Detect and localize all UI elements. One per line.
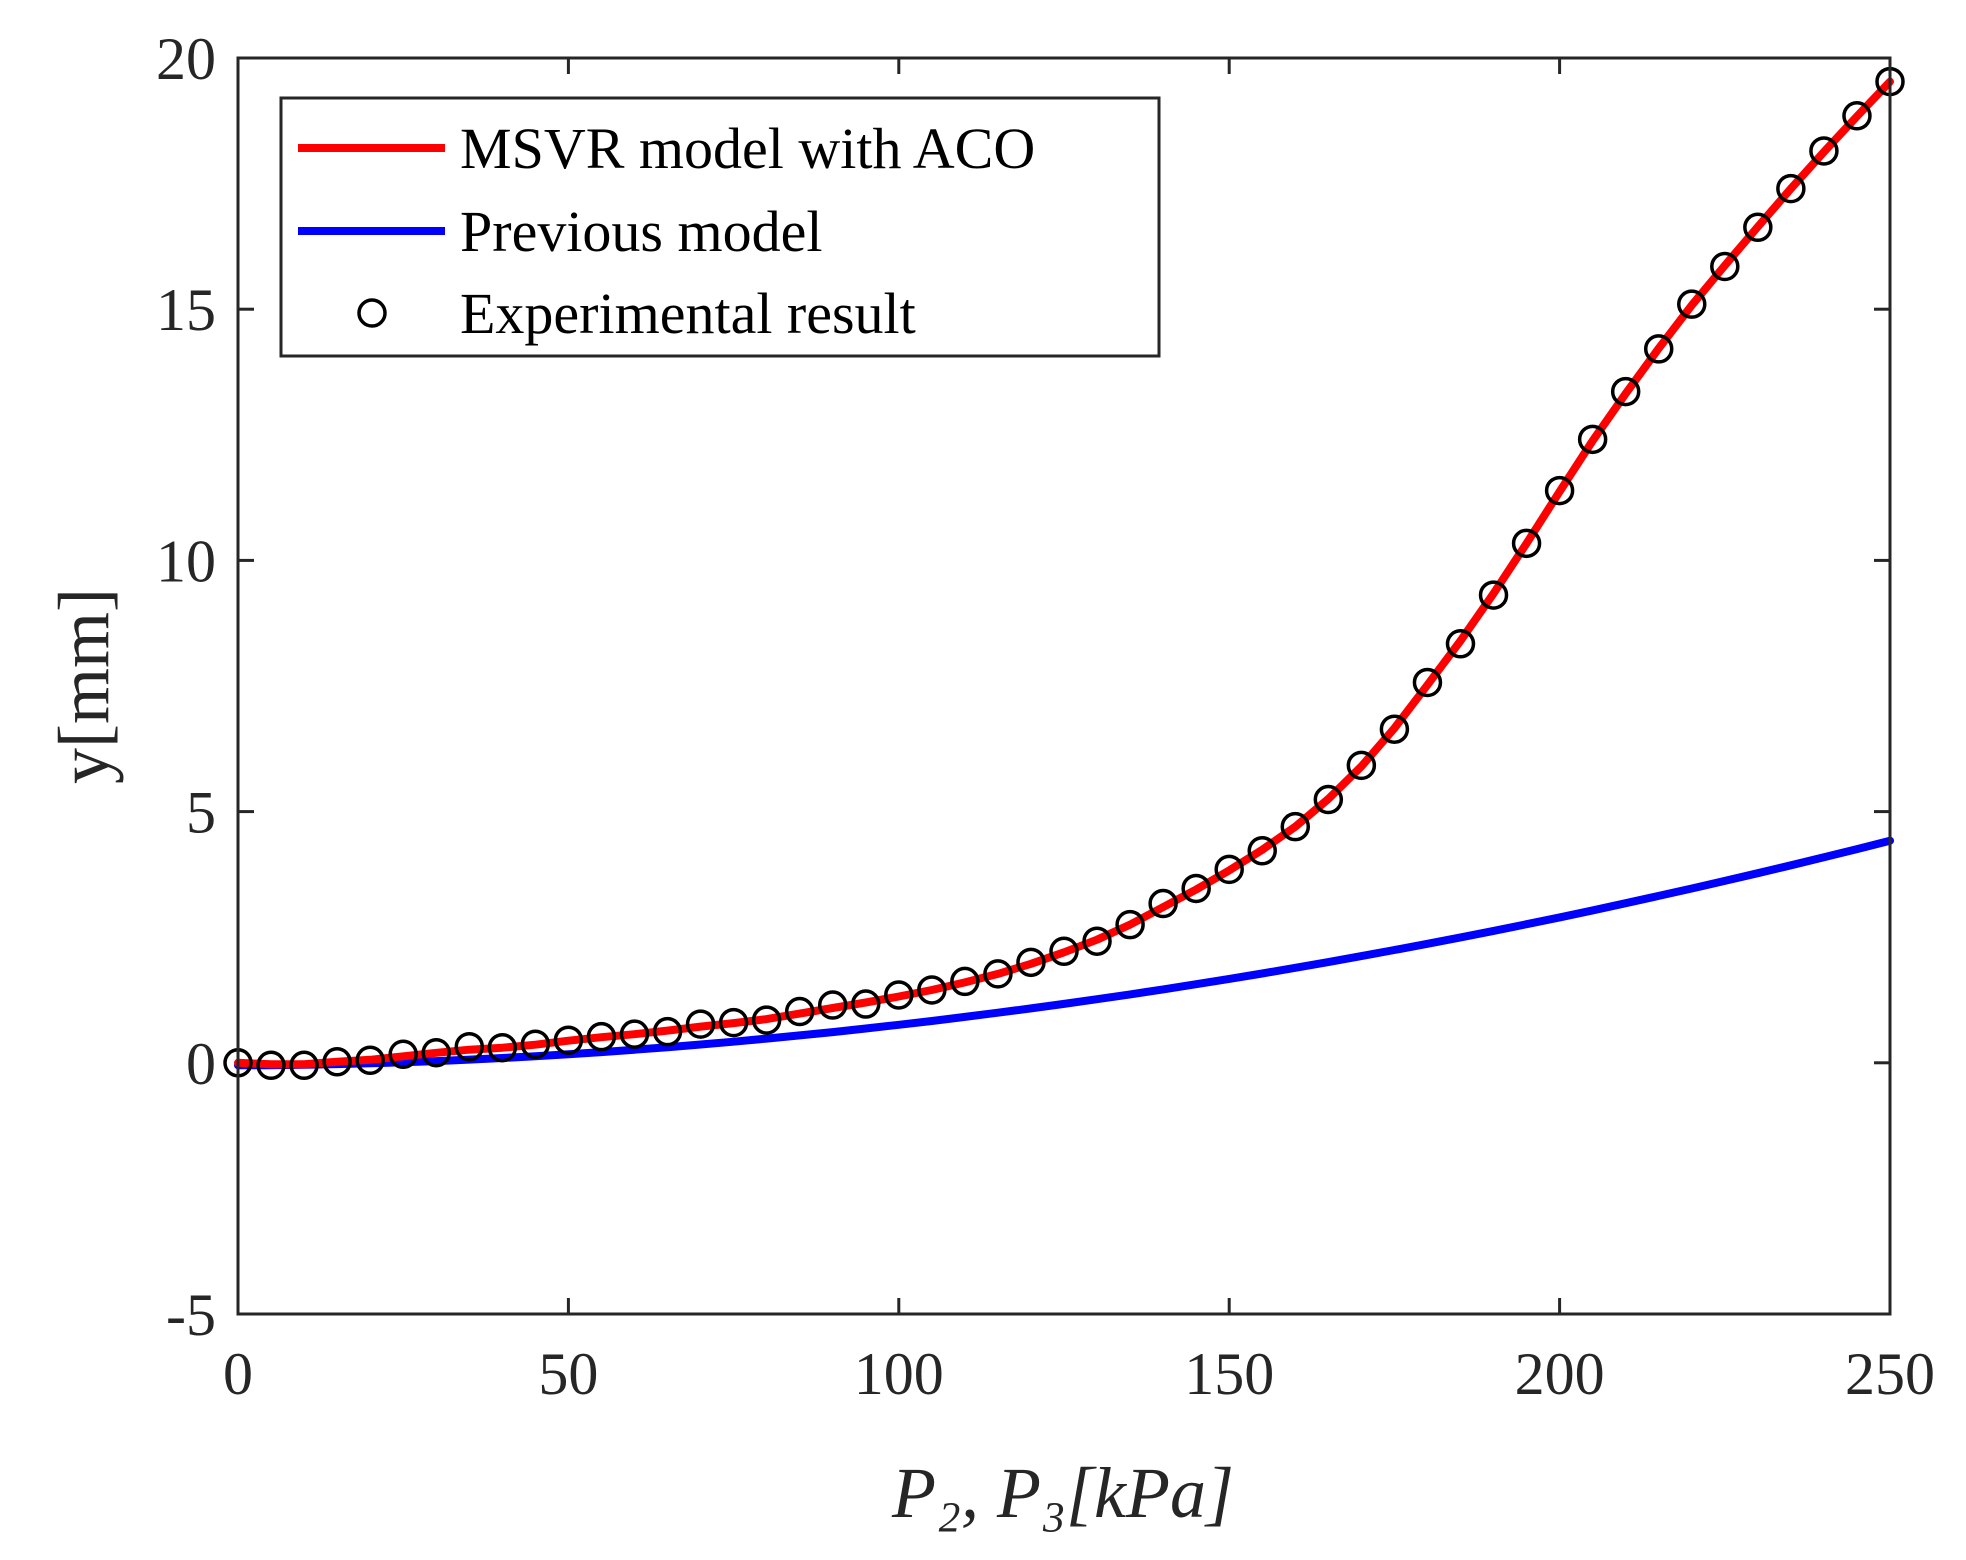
experimental-point [685, 1009, 716, 1039]
experimental-point [1148, 888, 1178, 919]
experimental-point [1643, 334, 1674, 364]
experimental-point [1511, 528, 1542, 559]
experimental-point [1181, 873, 1211, 904]
experimental-point [1247, 836, 1277, 866]
msvr-model-line [234, 77, 1894, 1069]
experimental-point [1214, 854, 1244, 885]
experimental-point [1115, 909, 1145, 940]
experimental-point [1776, 173, 1806, 204]
series-layer [223, 66, 1905, 1081]
experimental-point [1049, 936, 1079, 967]
y-tick-label: 0 [186, 1031, 216, 1097]
x-tick-label: 200 [1515, 1341, 1605, 1407]
experimental-point [1016, 947, 1046, 978]
legend-label-previous: Previous model [460, 199, 822, 264]
experimental-point [1379, 714, 1410, 744]
experimental-point [1577, 424, 1608, 455]
x-tick-label: 100 [854, 1341, 944, 1407]
experimental-point [520, 1029, 551, 1059]
experimental-point [1842, 101, 1872, 131]
experimental-point [950, 966, 980, 997]
experimental-point [652, 1016, 683, 1047]
legend-marker-experimental [357, 298, 387, 328]
experimental-point [1082, 926, 1112, 956]
experimental-point [1445, 629, 1476, 659]
experimental-point [784, 996, 815, 1027]
experimental-point [1743, 212, 1773, 243]
experimental-point [421, 1038, 451, 1068]
experimental-point [1478, 580, 1509, 610]
x-tick-label: 0 [223, 1341, 253, 1407]
experimental-point [1280, 811, 1311, 842]
experimental-point [751, 1005, 782, 1035]
experimental-point [289, 1050, 319, 1081]
experimental-point [1412, 667, 1443, 698]
legend: MSVR model with ACO Previous model Exper… [279, 96, 1161, 358]
x-tick-label: 150 [1184, 1341, 1274, 1407]
experimental-point [1544, 475, 1575, 506]
experimental-point [256, 1050, 286, 1081]
experimental-point [1809, 136, 1839, 166]
experimental-point [487, 1032, 518, 1063]
experimental-point [454, 1031, 485, 1062]
y-axis-label: y[mm] [44, 588, 124, 784]
experimental-point [355, 1045, 385, 1076]
experimental-point [1313, 784, 1344, 815]
y-tick-label: 15 [156, 277, 216, 343]
experimental-point [1346, 750, 1377, 781]
x-axis-label: P₂, P₃[kPa] [891, 1453, 1234, 1533]
experimental-point [817, 990, 848, 1020]
experimental-point [884, 980, 914, 1010]
experimental-point [718, 1007, 749, 1038]
experimental-point [1610, 376, 1641, 407]
y-tick-label: 20 [156, 26, 216, 92]
y-tick-label: -5 [166, 1282, 216, 1348]
axes-box [236, 56, 1892, 1316]
experimental-point [553, 1025, 584, 1055]
legend-label-msvr: MSVR model with ACO [460, 116, 1035, 181]
y-tick-label: 5 [186, 780, 216, 846]
experimental-point [322, 1047, 352, 1077]
experimental-point [1710, 251, 1740, 282]
experimental-point [388, 1039, 418, 1070]
x-tick-label: 250 [1845, 1341, 1935, 1407]
y-tick-label: 10 [156, 528, 216, 594]
experimental-point [851, 989, 881, 1019]
x-tick-label: 50 [538, 1341, 598, 1407]
experimental-point [983, 959, 1013, 989]
experimental-point [917, 975, 947, 1005]
experimental-point [619, 1019, 650, 1049]
experimental-point [586, 1021, 617, 1052]
legend-label-experimental: Experimental result [460, 281, 916, 346]
experimental-point [1677, 289, 1707, 319]
